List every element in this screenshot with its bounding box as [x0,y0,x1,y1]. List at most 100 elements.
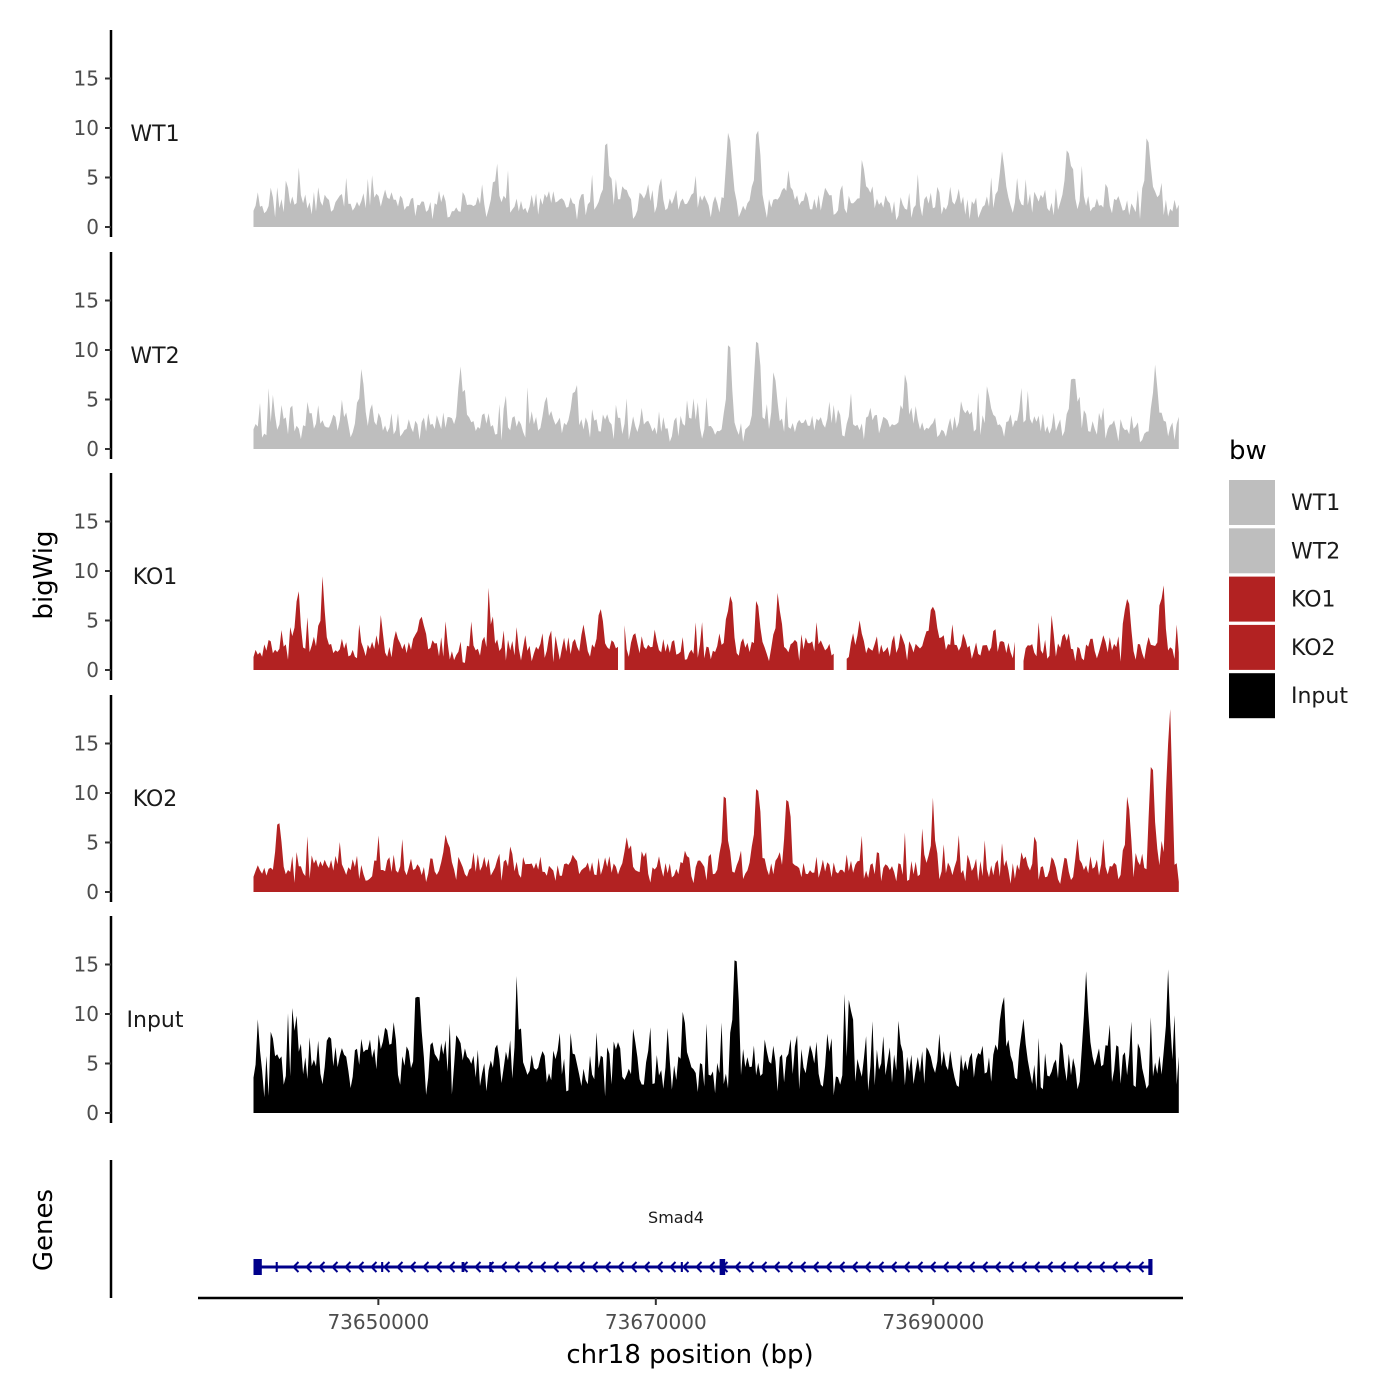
signal-area-input [253,960,1179,1113]
strand-arrow [1085,1261,1093,1273]
y-tick-label: 0 [86,437,99,461]
signal-area-wt2 [253,341,1179,449]
strand-arrow [526,1261,534,1273]
strand-arrow [1046,1261,1054,1273]
strand-arrow [565,1261,573,1273]
y-tick-label: 5 [86,831,99,855]
strand-arrow [643,1261,651,1273]
strand-arrow [929,1261,937,1273]
strand-arrow [422,1261,430,1273]
strand-arrow [318,1261,326,1273]
legend-swatch-wt2 [1229,528,1275,574]
strand-arrow [864,1261,872,1273]
legend-swatch-ko1 [1229,576,1275,622]
strand-arrow [942,1261,950,1273]
gene-exon [275,1262,278,1272]
strand-arrow [383,1261,391,1273]
y-tick-label: 10 [74,116,99,140]
gene-exon [680,1262,683,1272]
y-tick-label: 15 [74,510,99,534]
y-tick-label: 15 [74,953,99,977]
legend-items: WT1 WT2 KO1 KO2 Input [1229,480,1348,719]
track-label-wt2: WT2 [130,344,179,369]
legend-label-input: Input [1291,684,1348,709]
strand-arrow [877,1261,885,1273]
strand-arrow [435,1261,443,1273]
strand-arrow [1059,1261,1067,1273]
legend-title: bw [1229,436,1267,466]
y-tick-label: 10 [74,781,99,805]
track-label-wt1: WT1 [130,122,179,147]
gene-exon [381,1262,384,1272]
signal-area-wt1 [253,130,1179,227]
y-tick-label: 0 [86,215,99,239]
y-tick-label: 0 [86,1101,99,1125]
track-input: 0 5 10 15 Input [74,916,1179,1125]
strand-arrow [448,1261,456,1273]
y-axis-title: bigWig [29,530,59,619]
y-tick-label: 15 [74,289,99,313]
track-label-ko1: KO1 [133,565,178,590]
strand-arrow [968,1261,976,1273]
strand-arrow [539,1261,547,1273]
strand-arrow [669,1261,677,1273]
y-tick-label: 0 [86,658,99,682]
y-tick-label: 15 [74,732,99,756]
legend: bw WT1 WT2 KO1 KO2 Input [1229,436,1348,719]
legend-swatch-wt1 [1229,480,1275,525]
strand-arrow [500,1261,508,1273]
strand-arrow [656,1261,664,1273]
strand-arrow [578,1261,586,1273]
signal-tracks: 0 5 10 15 WT1 0 5 10 15 WT2 0 5 10 15 KO1 0 5 10 15 KO2 0 5 10… [74,30,1179,1125]
track-wt2: 0 5 10 15 WT2 [74,252,1179,461]
strand-arrow [903,1261,911,1273]
gene-exon [253,1259,262,1275]
signal-area-ko1 [253,576,1179,670]
y-tick-label: 5 [86,388,99,412]
strand-arrow [1033,1261,1041,1273]
strand-arrow [916,1261,924,1273]
signal-area-ko2 [253,709,1179,892]
y-tick-label: 0 [86,880,99,904]
y-tick-label: 15 [74,67,99,91]
strand-arrow [994,1261,1002,1273]
y-tick-label: 5 [86,166,99,190]
strand-arrow [747,1261,755,1273]
strand-arrow [838,1261,846,1273]
strand-arrow [305,1261,313,1273]
gene-name-label: Smad4 [648,1208,704,1227]
legend-label-wt2: WT2 [1291,539,1340,564]
gene-exon [461,1262,465,1272]
y-tick-label: 10 [74,338,99,362]
strand-arrow [695,1261,703,1273]
strand-arrow [396,1261,404,1273]
strand-arrow [487,1261,495,1273]
strand-arrow [331,1261,339,1273]
strand-arrow [617,1261,625,1273]
strand-arrow [409,1261,417,1273]
genes-panel: Genes Smad4 [29,1160,1153,1298]
strand-arrow [760,1261,768,1273]
strand-arrow [682,1261,690,1273]
strand-arrow [734,1261,742,1273]
legend-label-wt1: WT1 [1291,491,1340,516]
x-axis: 73650000 73670000 73690000 chr18 position … [198,1296,1183,1370]
strand-arrow [1124,1261,1132,1273]
y-tick-label: 5 [86,1052,99,1076]
strand-arrow [357,1261,365,1273]
strand-arrow [812,1261,820,1273]
strand-arrow [955,1261,963,1273]
y-tick-label: 10 [74,559,99,583]
gene-exon [1148,1259,1153,1275]
strand-arrow [890,1261,898,1273]
legend-swatch-input [1229,673,1275,719]
legend-label-ko1: KO1 [1291,588,1336,613]
strand-arrow [1137,1261,1145,1273]
x-axis-title: chr18 position (bp) [566,1340,813,1370]
strand-arrow [981,1261,989,1273]
gene-exon [719,1259,726,1275]
x-ticks: 73650000 73670000 73690000 [327,1298,984,1334]
strand-arrow [799,1261,807,1273]
strand-arrow [708,1261,716,1273]
